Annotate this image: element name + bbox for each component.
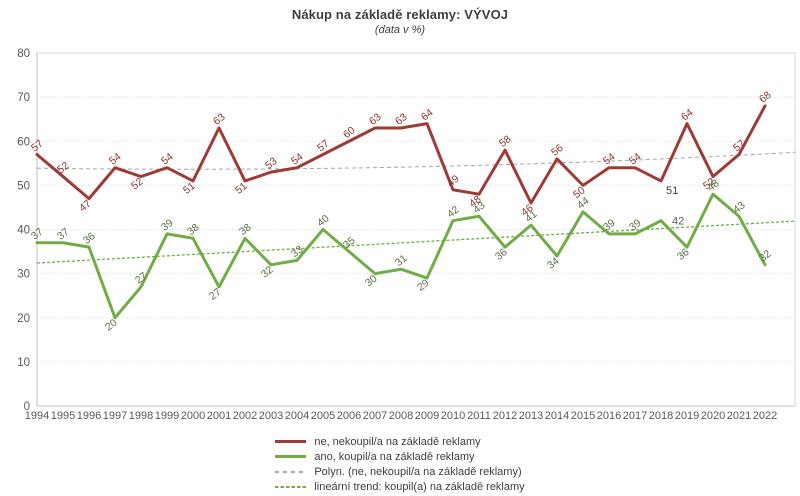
x-tick-label: 1997 — [103, 410, 127, 422]
y-tick-label: 80 — [17, 48, 30, 60]
data-label: 32 — [757, 248, 774, 265]
x-tick-label: 1999 — [155, 410, 179, 422]
x-tick-label: 2006 — [337, 410, 361, 422]
data-label: 38 — [185, 221, 202, 238]
data-label: 54 — [107, 151, 124, 168]
x-tick-label: 2020 — [701, 410, 725, 422]
green-series-line — [35, 192, 767, 320]
x-tick-label: 2011 — [467, 410, 491, 422]
x-tick-label: 2010 — [441, 410, 465, 422]
y-tick-label: 60 — [17, 136, 30, 148]
y-tick-label: 40 — [17, 225, 30, 237]
legend-label: ne, nekoupil/a na základě reklamy — [314, 435, 481, 448]
x-tick-label: 2013 — [519, 410, 543, 422]
data-label: 40 — [315, 212, 332, 229]
x-tick-label: 1995 — [51, 410, 75, 422]
data-label: 56 — [549, 142, 566, 159]
data-label: 58 — [497, 133, 514, 150]
x-tick-label: 2019 — [675, 410, 699, 422]
data-label: 32 — [259, 264, 276, 281]
x-tick-label: 2009 — [415, 410, 439, 422]
x-tick-label: 2004 — [285, 410, 309, 422]
data-label: 64 — [419, 107, 436, 124]
y-tick-label: 0 — [24, 401, 30, 413]
legend-item-linear-trend: lineární trend: koupil(a) na základě rek… — [275, 479, 525, 494]
x-tick-label: 1996 — [77, 410, 101, 422]
legend-item-red-series: ne, nekoupil/a na základě reklamy — [275, 434, 481, 449]
data-label: 63 — [367, 111, 384, 128]
chart-title: Nákup na základě reklamy: VÝVOJ — [291, 7, 509, 22]
data-label: 30 — [363, 273, 380, 290]
x-tick-label: 2015 — [571, 410, 595, 422]
x-tick-label: 2016 — [597, 410, 621, 422]
legend-item-polynomial-trend: Polyn. (ne, nekoupil/a na základě reklam… — [275, 464, 522, 479]
data-label: 54 — [601, 151, 618, 168]
data-label: 54 — [159, 151, 176, 168]
data-label: 51 — [181, 180, 198, 197]
data-label: 37 — [29, 226, 46, 243]
data-label: 33 — [289, 243, 306, 260]
x-tick-label: 2007 — [363, 410, 387, 422]
data-label: 39 — [159, 217, 176, 234]
red-line-sample-icon — [275, 440, 307, 443]
y-tick-label: 30 — [17, 269, 30, 281]
data-label: 36 — [493, 246, 510, 263]
x-tick-label: 2008 — [389, 410, 413, 422]
red-series-line — [35, 104, 767, 205]
y-tick-label: 70 — [17, 92, 30, 104]
data-label: 29 — [415, 277, 432, 294]
legend-items: ne, nekoupil/a na základě reklamy ano, k… — [275, 434, 525, 494]
data-label: 52 — [129, 176, 146, 193]
y-tick-label: 10 — [17, 357, 30, 369]
legend-label: ano, koupil/a na základě reklamy — [314, 450, 475, 463]
y-tick-label: 20 — [17, 313, 30, 325]
chart-subtitle: (data v %) — [374, 24, 426, 36]
data-label: 31 — [393, 252, 410, 269]
gray-dashed-line-sample-icon — [275, 470, 307, 473]
green-dashed-line-sample-icon — [275, 485, 307, 488]
data-label: 34 — [545, 255, 562, 272]
data-label: 38 — [237, 221, 254, 238]
data-label: 42 — [672, 216, 684, 228]
data-label: 57 — [29, 137, 46, 154]
data-label: 68 — [757, 89, 774, 106]
y-tick-label: 50 — [17, 180, 30, 192]
x-tick-label: 1998 — [129, 410, 153, 422]
x-tick-label: 2000 — [181, 410, 205, 422]
x-tick-label: 2012 — [493, 410, 517, 422]
data-label: 54 — [627, 151, 644, 168]
data-label: 36 — [81, 230, 98, 247]
green-line-sample-icon — [275, 455, 307, 458]
data-label: 20 — [103, 317, 120, 334]
data-label: 64 — [679, 107, 696, 124]
data-label: 51 — [233, 180, 250, 197]
x-tick-label: 2022 — [753, 410, 777, 422]
legend-item-green-series: ano, koupil/a na základě reklamy — [275, 449, 475, 464]
data-label: 37 — [55, 226, 72, 243]
data-label: 27 — [207, 286, 224, 303]
x-tick-label: 2002 — [233, 410, 257, 422]
data-label: 47 — [77, 198, 94, 215]
legend-label: lineární trend: koupil(a) na základě rek… — [314, 480, 525, 493]
data-label: 51 — [666, 185, 678, 197]
x-tick-label: 1994 — [25, 410, 49, 422]
x-tick-label: 2003 — [259, 410, 283, 422]
data-label: 63 — [211, 111, 228, 128]
legend-label: Polyn. (ne, nekoupil/a na základě reklam… — [314, 465, 522, 478]
data-label: 42 — [445, 204, 462, 221]
polynomial-trendline — [36, 151, 796, 170]
x-tick-label: 2018 — [649, 410, 673, 422]
x-tick-label: 2017 — [623, 410, 647, 422]
x-tick-label: 2005 — [311, 410, 335, 422]
data-label: 63 — [393, 111, 410, 128]
legend: ne, nekoupil/a na základě reklamy ano, k… — [0, 434, 800, 494]
x-tick-label: 2021 — [727, 410, 751, 422]
x-tick-label: 2001 — [207, 410, 231, 422]
x-tick-label: 2014 — [545, 410, 569, 422]
data-label: 36 — [675, 246, 692, 263]
